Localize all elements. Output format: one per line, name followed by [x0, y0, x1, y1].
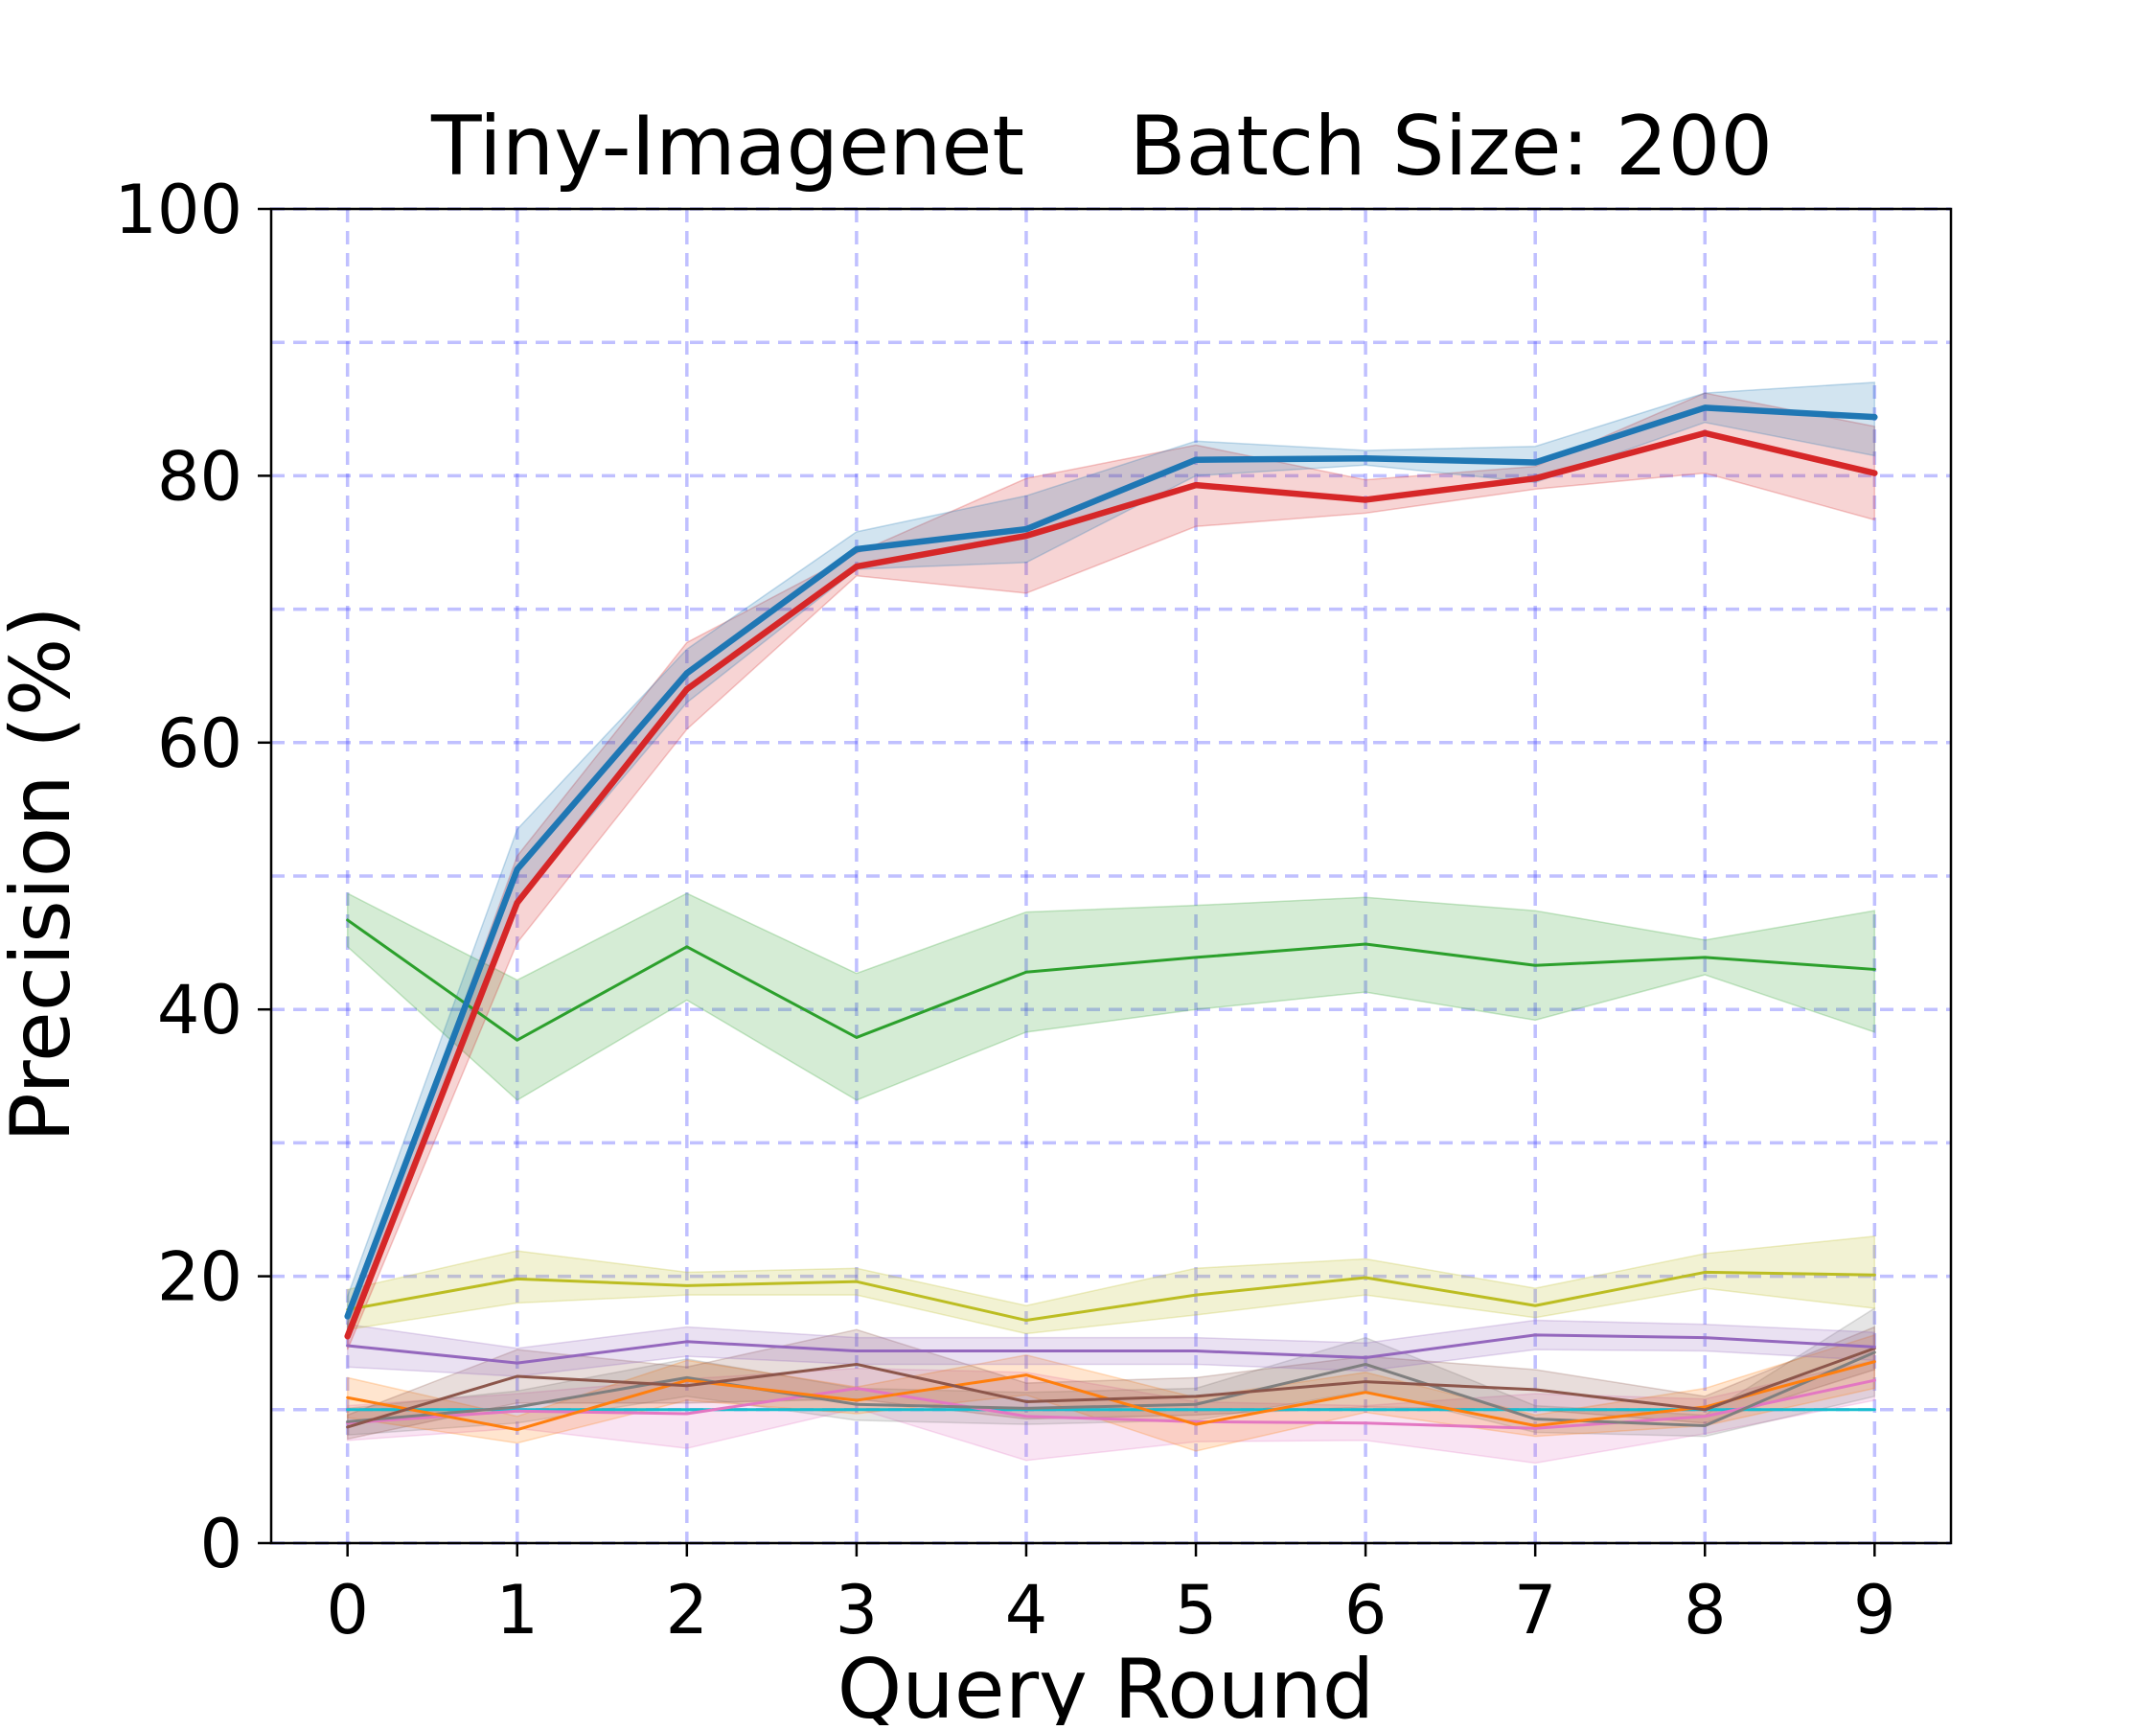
y-tick-label-3: 60 — [157, 704, 242, 783]
series-5-line — [346, 1347, 1876, 1429]
y-tick-label-5: 100 — [114, 171, 242, 249]
axes-frame — [269, 207, 1953, 1545]
series-3-line — [346, 1270, 1876, 1323]
series-lines — [344, 404, 1878, 1432]
series-3-band — [346, 1235, 1876, 1335]
y-tick-label-0: 0 — [199, 1505, 242, 1583]
x-tick-label-5: 5 — [1175, 1571, 1218, 1649]
x-tick-label-1: 1 — [495, 1571, 539, 1649]
x-tick-label-3: 3 — [836, 1571, 879, 1649]
x-tick-label-4: 4 — [1005, 1571, 1048, 1649]
series-2-line — [346, 918, 1876, 1042]
x-tick-label-8: 8 — [1684, 1571, 1727, 1649]
series-4-line — [346, 1333, 1876, 1365]
series-0-band — [346, 381, 1876, 1337]
x-tick-label-7: 7 — [1514, 1571, 1557, 1649]
series-7-line — [346, 1350, 1876, 1428]
y-tick-label-2: 40 — [157, 971, 242, 1050]
tick-labels: 0 1 2 3 4 5 6 7 8 9 0 20 40 60 80 100 — [114, 171, 1895, 1649]
axes — [258, 207, 1953, 1557]
chart-title: Tiny-Imagenet Batch Size: 200 — [430, 99, 1773, 195]
y-axis-label: Precision (%) — [0, 606, 89, 1142]
y-tick-label-1: 20 — [157, 1238, 242, 1317]
series-1-band — [346, 392, 1876, 1350]
x-tick-label-6: 6 — [1344, 1571, 1388, 1649]
x-tick-label-2: 2 — [666, 1571, 709, 1649]
x-tick-label-0: 0 — [326, 1571, 369, 1649]
series-1-line — [344, 429, 1878, 1340]
plot-area — [271, 209, 1951, 1543]
y-tick-label-4: 80 — [157, 437, 242, 516]
x-tick-label-9: 9 — [1853, 1571, 1896, 1649]
series-5-band — [346, 1326, 1876, 1441]
series-2-band — [346, 891, 1876, 1101]
series-0-line — [344, 404, 1878, 1320]
x-axis-label: Query Round — [837, 1642, 1375, 1725]
